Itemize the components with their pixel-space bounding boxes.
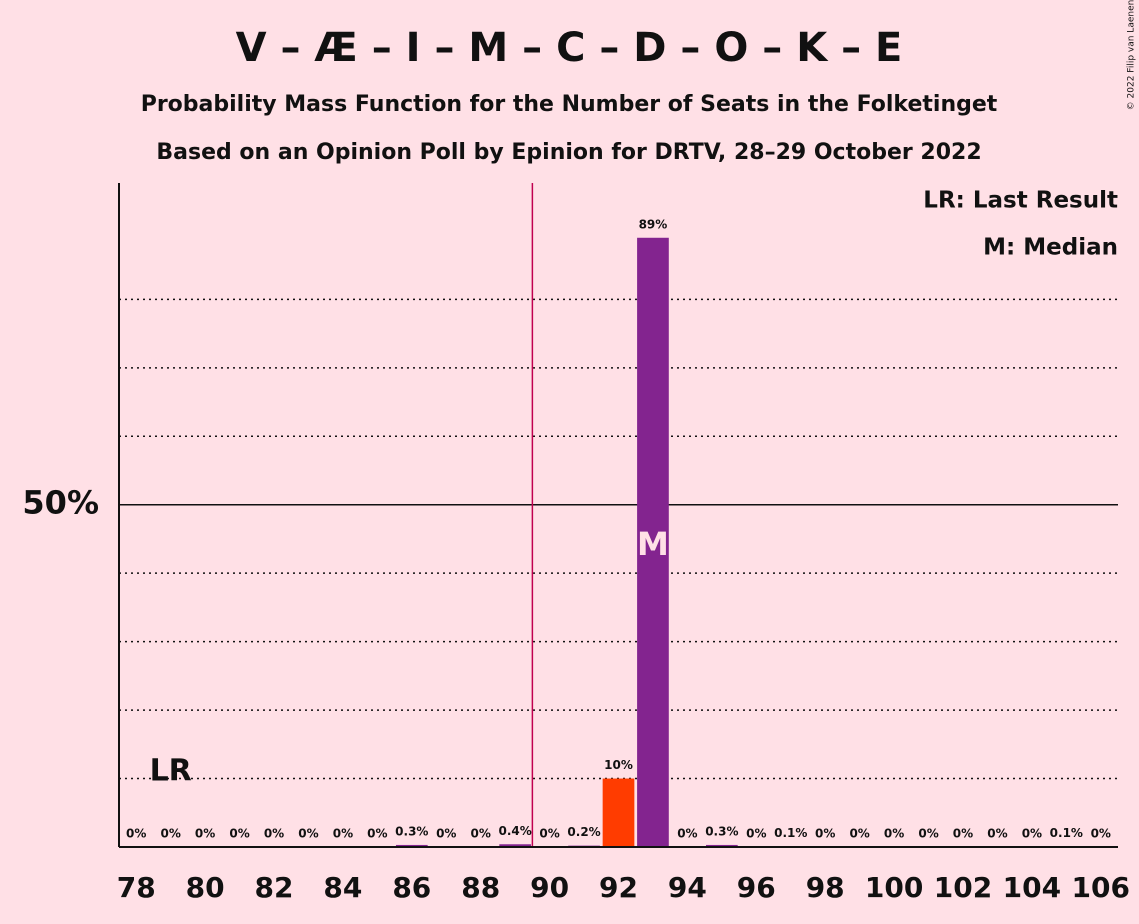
value-label: 0%	[1022, 827, 1042, 841]
x-tick-label: 86	[392, 871, 431, 904]
value-label: 0%	[746, 827, 766, 841]
bar	[602, 778, 635, 847]
value-label: 0%	[849, 827, 869, 841]
x-tick-label: 98	[806, 871, 845, 904]
value-label: 0%	[126, 827, 146, 841]
x-tick-label: 102	[934, 871, 992, 904]
x-tick-label: 106	[1072, 871, 1130, 904]
value-label: 10%	[604, 758, 633, 772]
value-label: 0.4%	[499, 824, 532, 838]
value-label: 0%	[1091, 827, 1111, 841]
value-label: 0%	[229, 827, 249, 841]
legend-entry: M: Median	[983, 235, 1118, 261]
chart-subtitle: Probability Mass Function for the Number…	[141, 92, 998, 117]
value-label: 0%	[471, 827, 491, 841]
value-label: 0.2%	[567, 825, 600, 839]
bar	[637, 237, 669, 848]
value-label: 0%	[884, 827, 904, 841]
value-label: 0%	[367, 827, 387, 841]
x-tick-label: 96	[737, 871, 776, 904]
value-label: 0.1%	[1050, 826, 1083, 840]
value-label: 89%	[639, 217, 668, 231]
value-label: 0%	[815, 827, 835, 841]
median-label: M	[637, 525, 669, 563]
value-label: 0.3%	[705, 824, 738, 838]
x-tick-label: 78	[117, 871, 156, 904]
value-label: 0%	[160, 827, 180, 841]
bar	[705, 844, 738, 847]
x-tick-label: 80	[186, 871, 225, 904]
x-tick-label: 92	[599, 871, 638, 904]
x-tick-label: 84	[323, 871, 362, 904]
y-tick-label: 50%	[22, 484, 99, 522]
chart-subtitle: Based on an Opinion Poll by Epinion for …	[156, 140, 981, 165]
value-label: 0.1%	[774, 826, 807, 840]
bar	[395, 844, 428, 847]
value-label: 0%	[987, 827, 1007, 841]
copyright: © 2022 Filip van Laenen	[1127, 0, 1137, 110]
x-tick-label: 104	[1003, 871, 1061, 904]
value-label: 0%	[677, 827, 697, 841]
last-result-label: LR	[150, 754, 192, 789]
legend-entry: LR: Last Result	[923, 188, 1118, 214]
value-label: 0%	[953, 827, 973, 841]
value-label: 0%	[333, 827, 353, 841]
x-tick-label: 82	[255, 871, 294, 904]
x-tick-label: 94	[668, 871, 707, 904]
value-label: 0%	[195, 827, 215, 841]
x-tick-label: 88	[461, 871, 500, 904]
value-label: 0.3%	[395, 824, 428, 838]
x-tick-label: 90	[530, 871, 569, 904]
x-tick-label: 100	[865, 871, 923, 904]
value-label: 0%	[539, 827, 559, 841]
value-label: 0%	[436, 827, 456, 841]
value-label: 0%	[264, 827, 284, 841]
value-label: 0%	[298, 827, 318, 841]
chart-title: V – Æ – I – M – C – D – O – K – E	[236, 25, 903, 71]
value-label: 0%	[918, 827, 938, 841]
bar	[499, 844, 532, 847]
